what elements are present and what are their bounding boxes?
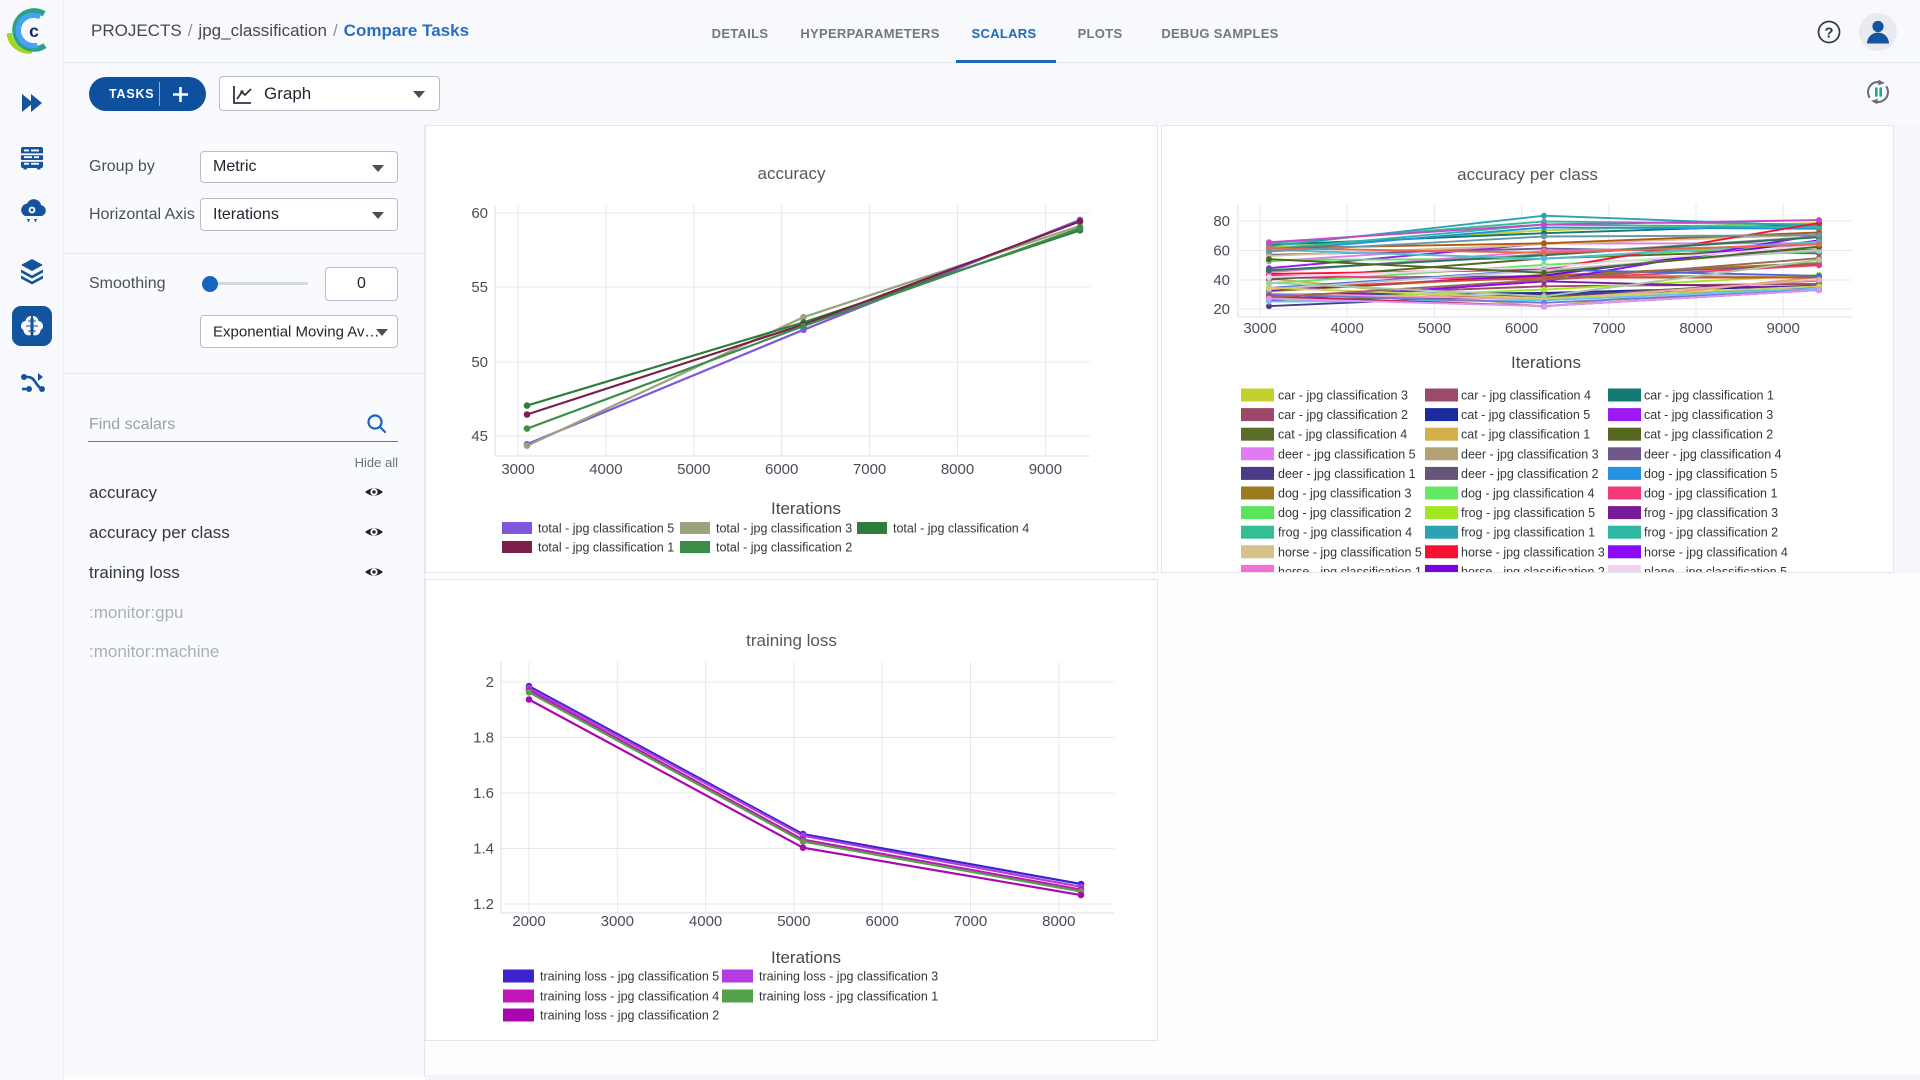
svg-text:1.4: 1.4: [473, 841, 494, 858]
svg-text:6000: 6000: [866, 913, 899, 930]
svg-text:Iterations: Iterations: [771, 499, 841, 518]
svg-text:1.6: 1.6: [473, 785, 494, 802]
svg-text:total - jpg classification 3: total - jpg classification 3: [716, 522, 852, 536]
svg-text:plane - jpg classification 5: plane - jpg classification 5: [1644, 565, 1787, 572]
svg-text:80: 80: [1213, 213, 1230, 230]
svg-text:car - jpg classification 3: car - jpg classification 3: [1278, 389, 1408, 403]
svg-text:20: 20: [1213, 301, 1230, 318]
svg-text:50: 50: [471, 354, 488, 371]
svg-text:cat - jpg classification 4: cat - jpg classification 4: [1278, 428, 1407, 442]
svg-text:Iterations: Iterations: [771, 948, 841, 967]
svg-text:9000: 9000: [1029, 461, 1062, 478]
svg-text:5000: 5000: [1418, 320, 1451, 337]
svg-text:9000: 9000: [1767, 320, 1800, 337]
svg-text:frog - jpg classification 3: frog - jpg classification 3: [1644, 506, 1778, 520]
svg-text:7000: 7000: [954, 913, 987, 930]
svg-text:6000: 6000: [1505, 320, 1538, 337]
svg-text:1.8: 1.8: [473, 730, 494, 747]
svg-text:frog - jpg classification 2: frog - jpg classification 2: [1644, 526, 1778, 540]
svg-text:4000: 4000: [589, 461, 622, 478]
svg-text:horse - jpg classification 3: horse - jpg classification 3: [1461, 545, 1605, 559]
svg-text:training loss - jpg classifica: training loss - jpg classification 4: [540, 990, 719, 1004]
svg-text:car - jpg classification 4: car - jpg classification 4: [1461, 389, 1591, 403]
svg-text:Iterations: Iterations: [1511, 353, 1581, 372]
svg-text:frog - jpg classification 4: frog - jpg classification 4: [1278, 526, 1412, 540]
svg-text:?: ?: [1824, 25, 1833, 42]
svg-text:2000: 2000: [512, 913, 545, 930]
svg-text:horse - jpg classification 4: horse - jpg classification 4: [1644, 545, 1788, 559]
svg-text:4000: 4000: [689, 913, 722, 930]
svg-text:dog - jpg classification 1: dog - jpg classification 1: [1644, 487, 1777, 501]
svg-text:total - jpg classification 5: total - jpg classification 5: [538, 522, 674, 536]
svg-text:deer - jpg classification 3: deer - jpg classification 3: [1461, 447, 1599, 461]
svg-text:2: 2: [486, 674, 494, 691]
svg-text:5000: 5000: [777, 913, 810, 930]
svg-text:total - jpg classification 4: total - jpg classification 4: [893, 522, 1029, 536]
svg-text:1.2: 1.2: [473, 896, 494, 913]
svg-text:7000: 7000: [853, 461, 886, 478]
svg-text:car - jpg classification 1: car - jpg classification 1: [1644, 389, 1774, 403]
svg-text:45: 45: [471, 428, 488, 445]
svg-text:4000: 4000: [1331, 320, 1364, 337]
svg-text:60: 60: [471, 205, 488, 222]
svg-text:3000: 3000: [601, 913, 634, 930]
svg-text:dog - jpg classification 3: dog - jpg classification 3: [1278, 487, 1411, 501]
svg-text:deer - jpg classification 2: deer - jpg classification 2: [1461, 467, 1599, 481]
svg-text:training loss - jpg classifica: training loss - jpg classification 1: [759, 990, 938, 1004]
svg-text:total - jpg classification 2: total - jpg classification 2: [716, 541, 852, 555]
svg-text:training loss - jpg classifica: training loss - jpg classification 5: [540, 970, 719, 984]
svg-text:frog - jpg classification 1: frog - jpg classification 1: [1461, 526, 1595, 540]
svg-text:3000: 3000: [501, 461, 534, 478]
svg-text:horse - jpg classification 1: horse - jpg classification 1: [1278, 565, 1422, 572]
svg-text:total - jpg classification 1: total - jpg classification 1: [538, 541, 674, 555]
svg-text:55: 55: [471, 279, 488, 296]
svg-text:60: 60: [1213, 243, 1230, 260]
svg-text:c: c: [29, 21, 39, 41]
svg-text:dog - jpg classification 5: dog - jpg classification 5: [1644, 467, 1777, 481]
svg-text:40: 40: [1213, 272, 1230, 289]
svg-text:horse - jpg classification 5: horse - jpg classification 5: [1278, 545, 1422, 559]
svg-text:car - jpg classification 2: car - jpg classification 2: [1278, 408, 1408, 422]
svg-text:3000: 3000: [1243, 320, 1276, 337]
svg-text:deer - jpg classification 5: deer - jpg classification 5: [1278, 447, 1416, 461]
svg-text:training loss - jpg classifica: training loss - jpg classification 2: [540, 1009, 719, 1023]
svg-text:8000: 8000: [1679, 320, 1712, 337]
svg-text:5000: 5000: [677, 461, 710, 478]
svg-text:deer - jpg classification 1: deer - jpg classification 1: [1278, 467, 1416, 481]
svg-text:7000: 7000: [1592, 320, 1625, 337]
svg-text:cat - jpg classification 2: cat - jpg classification 2: [1644, 428, 1773, 442]
svg-text:8000: 8000: [941, 461, 974, 478]
svg-text:frog - jpg classification 5: frog - jpg classification 5: [1461, 506, 1595, 520]
svg-text:6000: 6000: [765, 461, 798, 478]
svg-text:cat - jpg classification 5: cat - jpg classification 5: [1461, 408, 1590, 422]
svg-text:dog - jpg classification 4: dog - jpg classification 4: [1461, 487, 1594, 501]
svg-text:dog - jpg classification 2: dog - jpg classification 2: [1278, 506, 1411, 520]
svg-text:8000: 8000: [1042, 913, 1075, 930]
svg-text:training loss - jpg classifica: training loss - jpg classification 3: [759, 970, 938, 984]
svg-text:cat - jpg classification 1: cat - jpg classification 1: [1461, 428, 1590, 442]
svg-text:cat - jpg classification 3: cat - jpg classification 3: [1644, 408, 1773, 422]
svg-text:horse - jpg classification 2: horse - jpg classification 2: [1461, 565, 1605, 572]
svg-text:deer - jpg classification 4: deer - jpg classification 4: [1644, 447, 1782, 461]
